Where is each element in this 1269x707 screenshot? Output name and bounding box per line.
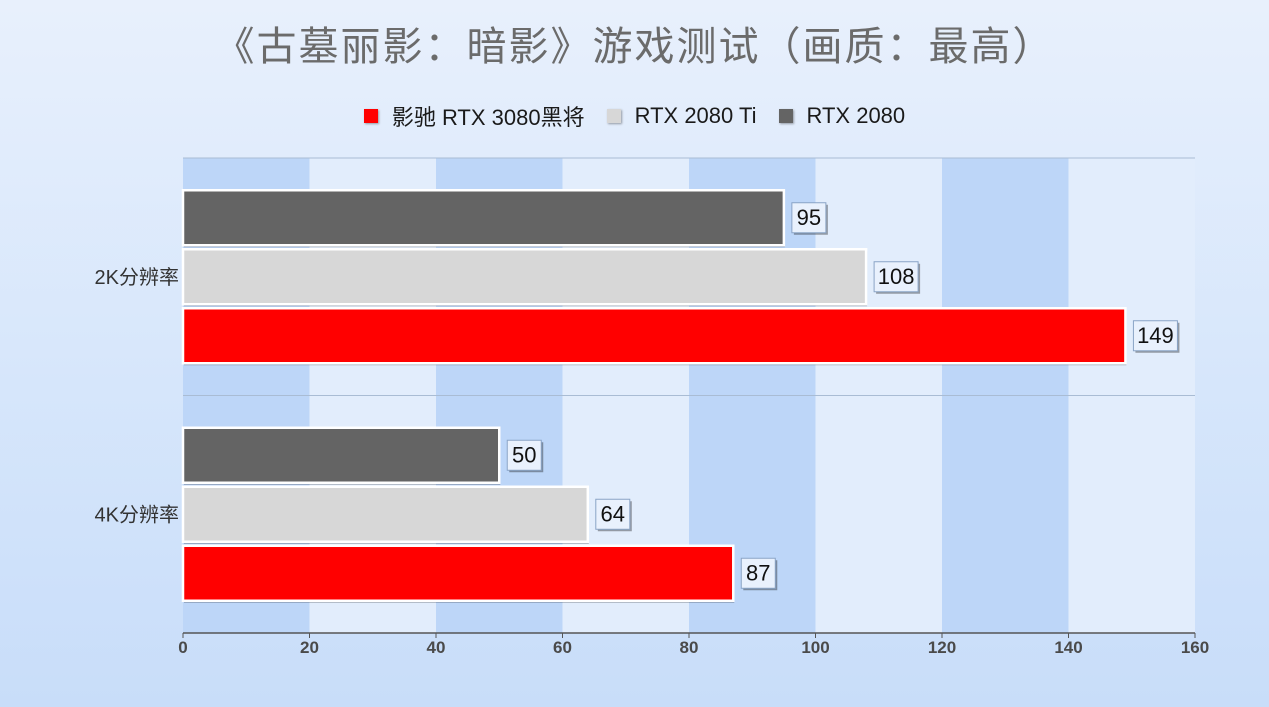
data-label-box — [595, 498, 631, 530]
legend-item-rtx2080: RTX 2080 — [778, 103, 906, 129]
bar — [181, 426, 501, 484]
legend-swatch-rtx3080 — [363, 109, 378, 123]
x-tick-label: 60 — [553, 638, 572, 657]
legend-label-rtx2080ti: RTX 2080 Ti — [634, 103, 757, 128]
data-label-box — [873, 261, 919, 293]
legend: 影驰 RTX 3080黑将 RTX 2080 Ti RTX 2080 — [0, 100, 1269, 132]
bar — [181, 544, 735, 602]
x-tick-label: 120 — [928, 638, 956, 657]
x-tick-label: 0 — [178, 638, 187, 657]
data-label: 95 — [797, 205, 821, 230]
data-label: 108 — [878, 264, 915, 289]
legend-label-rtx3080: 影驰 RTX 3080黑将 — [391, 105, 585, 130]
data-label-box — [791, 202, 827, 234]
x-tick-label: 100 — [801, 638, 829, 657]
bar — [181, 248, 868, 306]
x-tick-label: 140 — [1054, 638, 1082, 657]
x-tick-label: 40 — [427, 638, 446, 657]
legend-item-rtx2080ti: RTX 2080 Ti — [606, 103, 757, 129]
bar — [181, 485, 590, 543]
bar — [181, 307, 1127, 365]
data-label: 149 — [1137, 323, 1174, 348]
data-label: 50 — [512, 442, 536, 467]
data-label-box — [506, 439, 542, 471]
legend-item-rtx3080: 影驰 RTX 3080黑将 — [363, 100, 585, 132]
x-tick-label: 20 — [300, 638, 319, 657]
data-label: 87 — [746, 560, 770, 585]
legend-swatch-rtx2080 — [778, 109, 793, 123]
chart-title: 《古墓丽影：暗影》游戏测试（画质：最高） — [214, 24, 1055, 70]
x-tick-label: 160 — [1181, 638, 1209, 657]
bar — [181, 189, 786, 247]
x-tick-label: 80 — [680, 638, 699, 657]
legend-swatch-rtx2080ti — [606, 109, 621, 123]
data-label: 64 — [601, 501, 625, 526]
data-label-box — [1132, 320, 1178, 352]
legend-label-rtx2080: RTX 2080 — [806, 103, 906, 128]
category-label: 4K分辨率 — [95, 503, 179, 526]
data-label-box — [740, 557, 776, 589]
category-label: 2K分辨率 — [95, 266, 179, 289]
